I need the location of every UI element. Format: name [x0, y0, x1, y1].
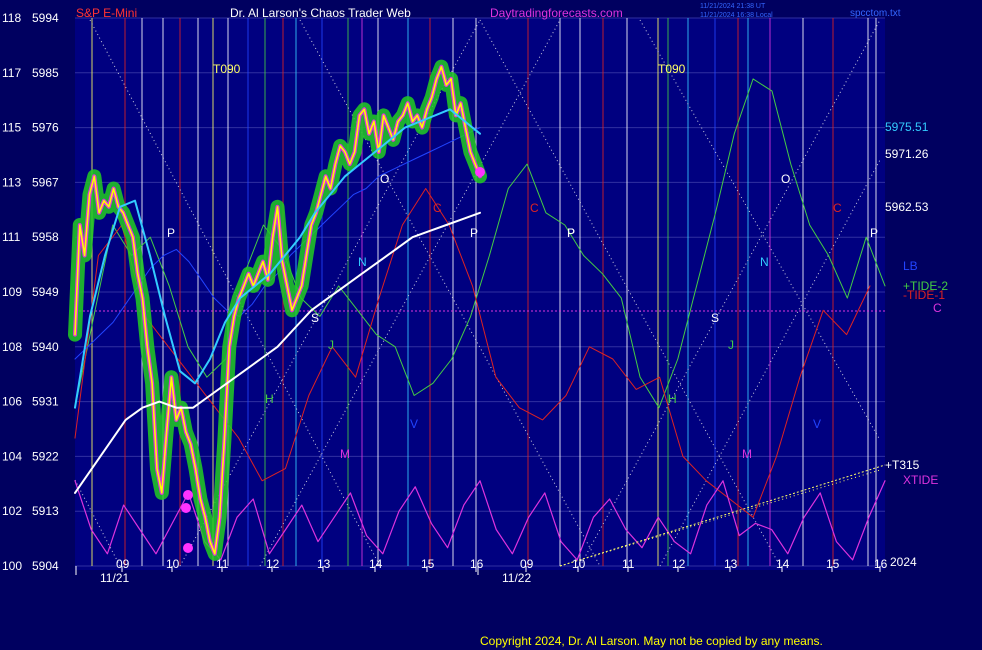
price-pivot-dot	[181, 503, 191, 513]
axes: 100 5904 102 5913 104 5922 106 5931 108 5940 109 59…	[2, 11, 948, 585]
x-tick-label: 16	[874, 557, 888, 571]
diagonal-line	[74, 479, 121, 567]
planet-marker: M	[340, 447, 350, 461]
copyright-text: Copyright 2024, Dr. Al Larson. May not b…	[480, 634, 823, 648]
price-line	[74, 65, 481, 555]
y-tick-right: 5985	[32, 66, 59, 80]
planet-marker: O	[781, 172, 790, 186]
x-tick-label: 14	[369, 557, 383, 571]
x-tick-label: 13	[317, 557, 331, 571]
x-tick-label: 09	[116, 557, 130, 571]
y-tick-right: 5904	[32, 559, 59, 573]
planet-marker: C	[530, 201, 539, 215]
planet-marker: P	[567, 226, 575, 240]
y-tick-left: 102	[2, 504, 22, 518]
x-tick-label: 11	[622, 557, 635, 571]
t315-line	[559, 464, 886, 567]
planet-marker: J	[328, 338, 334, 352]
timestamp-local: 11/21/2024 16:38 Local	[700, 12, 773, 19]
y-tick-right: 5994	[32, 11, 59, 25]
symbol-label: S&P E-Mini	[76, 6, 137, 20]
tide-plus-line	[74, 78, 886, 409]
x-tick-label: 12	[672, 557, 686, 571]
y-tick-right: 5976	[32, 121, 59, 135]
price-pivot-dot	[183, 543, 193, 553]
planet-marker: H	[265, 392, 274, 406]
y-tick-right: 5913	[32, 504, 59, 518]
y-tick-right: 5931	[32, 395, 59, 409]
y-tick-left: 109	[2, 285, 22, 299]
planet-marker: P	[470, 226, 478, 240]
x-tick-label: 16	[470, 557, 484, 571]
series-label: LB	[903, 259, 918, 273]
planet-marker: T090	[213, 62, 241, 76]
planet-marker: S	[311, 311, 319, 325]
right-price-label: 5971.26	[885, 147, 929, 161]
y-tick-left: 111	[2, 230, 21, 244]
y-tick-left: 113	[2, 175, 21, 189]
planet-marker: P	[870, 226, 878, 240]
price-pivot-dot	[475, 167, 485, 177]
ma-slow-line	[74, 211, 481, 494]
planet-marker: P	[567, 226, 575, 240]
series-label: C	[933, 301, 942, 315]
diagonal-lines	[74, 19, 885, 567]
y-tick-left: 115	[2, 121, 21, 135]
filename-label: spcctom.txt	[850, 8, 901, 19]
y-tick-left: 100	[2, 559, 22, 573]
planet-marker: P	[167, 226, 175, 240]
x-tick-label: 12	[266, 557, 280, 571]
planet-marker: S	[711, 311, 719, 325]
series-label: -TIDE-1	[903, 288, 945, 302]
planet-marker: J	[728, 338, 734, 352]
y-tick-right: 5958	[32, 230, 59, 244]
planet-marker: T090	[658, 62, 686, 76]
y-tick-left: 108	[2, 340, 22, 354]
series-label: +T315	[885, 458, 920, 472]
date-label: 11/21	[100, 571, 129, 585]
series-label: XTIDE	[903, 473, 938, 487]
x-tick-label: 09	[520, 557, 534, 571]
date-label: 11/22	[502, 571, 531, 585]
x-tick-label: 10	[166, 557, 180, 571]
x-tick-label: 11	[216, 557, 229, 571]
right-price-label: 5962.53	[885, 200, 929, 214]
y-tick-left: 106	[2, 395, 22, 409]
ma-fast-line	[74, 108, 481, 409]
x-tick-label: 15	[421, 557, 435, 571]
planet-marker: O	[380, 172, 389, 186]
planet-marker: C	[833, 201, 842, 215]
planet-marker: V	[813, 417, 821, 431]
year-label: 2024	[890, 555, 917, 569]
y-tick-right: 5922	[32, 449, 59, 463]
series-label: +TIDE-2	[903, 279, 948, 293]
y-tick-right: 5967	[32, 175, 59, 189]
planet-marker: C	[433, 201, 442, 215]
y-tick-left: 104	[2, 449, 22, 463]
x-tick-label: 13	[724, 557, 738, 571]
series-layer	[68, 59, 886, 567]
planet-marker: M	[742, 447, 752, 461]
planet-marker: H	[668, 392, 677, 406]
y-tick-right: 5940	[32, 340, 59, 354]
x-tick-label: 14	[776, 557, 790, 571]
diagonal-line	[639, 19, 881, 441]
price-pivot-dot	[183, 490, 193, 500]
timestamp-ut: 11/21/2024 21:38 UT	[700, 3, 766, 10]
x-tick-label: 10	[572, 557, 586, 571]
planet-marker: V	[410, 417, 418, 431]
y-tick-left: 118	[2, 11, 21, 25]
y-tick-left: 117	[2, 66, 21, 80]
x-tick-label: 15	[826, 557, 840, 571]
y-tick-right: 5949	[32, 285, 59, 299]
right-price-label: 5975.51	[885, 120, 929, 134]
plot-area	[75, 18, 885, 570]
diagonal-line	[659, 159, 881, 567]
planet-marker: N	[760, 255, 769, 269]
planet-marker: N	[358, 255, 367, 269]
site-label[interactable]: Daytradingforecasts.com	[490, 6, 623, 20]
title-label: Dr. Al Larson's Chaos Trader Web	[230, 6, 411, 20]
